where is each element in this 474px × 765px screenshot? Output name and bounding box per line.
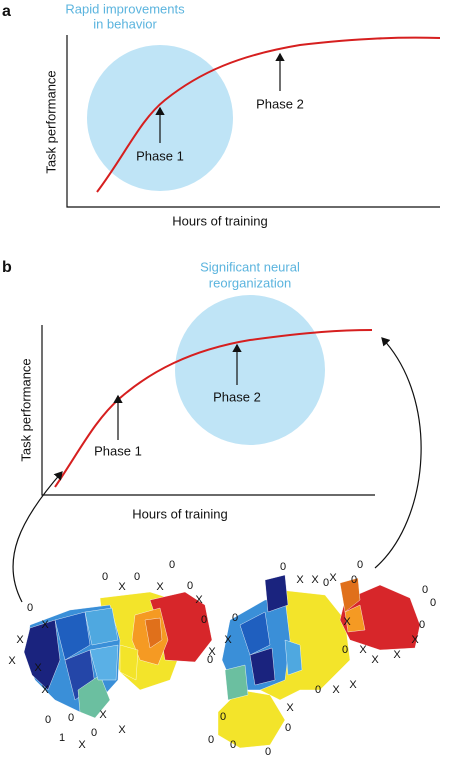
circle [175,295,325,445]
map-marker: 0 [419,619,425,631]
map-marker: X [359,644,367,656]
map-marker: 0 [357,559,363,571]
phase-label: Phase 1 [136,148,184,163]
phase-label: Phase 2 [213,389,261,404]
panel-label: b [2,259,12,276]
circle-label: reorganization [209,275,291,290]
map-marker: X [195,594,203,606]
map-right [217,574,421,749]
map-marker: X [41,684,49,696]
map-marker: 1 [59,732,65,744]
curved-arrow [12,471,63,603]
map-marker: 0 [315,684,321,696]
map-marker: 0 [201,614,207,626]
axes [41,325,375,496]
map-marker: 0 [342,644,348,656]
map-marker: X [224,634,232,646]
map-marker: 0 [430,597,436,609]
map-marker: X [118,581,126,593]
circle-label: Rapid improvements [65,1,185,16]
panel-label: a [2,3,11,20]
map-marker: 0 [134,571,140,583]
y-axis-label: Task performance [18,358,33,461]
circle-label: Significant neural [200,259,300,274]
map-marker: 0 [232,612,238,624]
map-marker: 0 [207,654,213,666]
map-marker: 0 [68,712,74,724]
curve [96,36,441,193]
map-marker: X [311,574,319,586]
x-axis-label: Hours of training [172,213,267,228]
map-marker: 0 [220,711,226,723]
map-marker: 0 [102,571,108,583]
map-marker: X [411,634,419,646]
map-marker: 0 [323,577,329,589]
map-marker: X [349,679,357,691]
map-marker: 0 [91,727,97,739]
map-marker: X [332,684,340,696]
circle-label: in behavior [93,16,157,31]
map-marker: 0 [230,739,236,751]
map-marker: X [8,655,16,667]
map-marker: 0 [280,561,286,573]
phase-label: Phase 1 [94,443,142,458]
map-marker: X [343,616,351,628]
axes [66,35,440,208]
map-marker: 0 [45,714,51,726]
phase-label: Phase 2 [256,96,304,111]
map-marker: X [41,619,49,631]
map-marker: 0 [351,574,357,586]
map-marker: X [99,709,107,721]
map-marker: X [371,654,379,666]
map-marker: 0 [265,746,271,758]
map-marker: X [329,572,337,584]
map-marker: 0 [169,559,175,571]
map-marker: X [286,702,294,714]
map-marker: X [156,581,164,593]
map-marker: X [78,739,86,751]
map-marker: X [16,634,24,646]
y-axis-label: Task performance [43,70,58,173]
map-marker: X [296,574,304,586]
x-axis-label: Hours of training [132,506,227,521]
map-marker: 0 [187,580,193,592]
map-marker: 0 [422,584,428,596]
curved-arrow [374,337,422,569]
map-marker: 0 [285,722,291,734]
curve [54,329,373,488]
map-marker: 0 [27,602,33,614]
map-marker: X [118,724,126,736]
map-marker: X [208,646,216,658]
map-marker: X [34,662,42,674]
map-marker: X [393,649,401,661]
map-marker: 0 [208,734,214,746]
map-left [23,591,213,719]
